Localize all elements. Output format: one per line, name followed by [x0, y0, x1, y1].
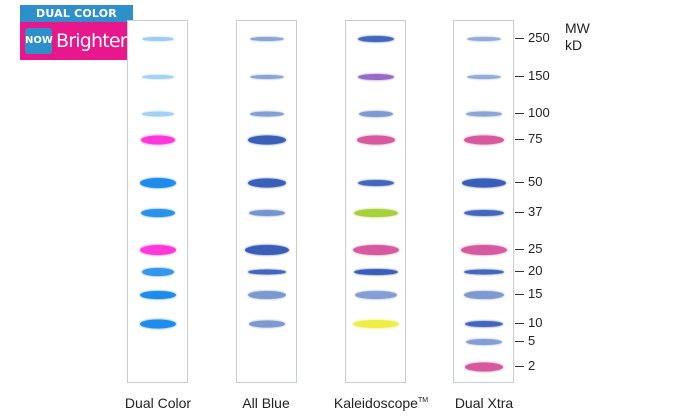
- mw-tick: [515, 249, 524, 250]
- lane-label-text: All Blue: [242, 395, 290, 411]
- mw-tick: [515, 323, 524, 324]
- badge-bottom: NOW Brighter: [20, 22, 133, 60]
- mw-tick: [515, 366, 524, 367]
- lane-2: [236, 20, 297, 383]
- mw-tick: [515, 271, 524, 272]
- lane-3: [345, 20, 406, 383]
- lane-label-text: Dual Xtra: [454, 395, 514, 411]
- mw-label-250: 250: [528, 30, 550, 45]
- band-5kd: [465, 339, 502, 345]
- mw-label-37: 37: [528, 204, 543, 219]
- mw-tick: [515, 341, 524, 342]
- band-37kd: [140, 209, 175, 217]
- mw-title-line2: kD: [565, 37, 583, 53]
- mw-label-10: 10: [528, 315, 543, 330]
- mw-tick: [515, 113, 524, 114]
- band-15kd: [354, 291, 397, 299]
- band-75kd: [356, 135, 395, 145]
- band-50kd: [139, 178, 176, 188]
- mw-axis-title: MW kD: [565, 20, 590, 54]
- band-20kd: [353, 269, 398, 275]
- band-250kd: [141, 37, 174, 41]
- mw-tick: [515, 38, 524, 39]
- mw-label-5: 5: [528, 333, 536, 348]
- band-100kd: [249, 111, 284, 117]
- band-10kd: [464, 321, 503, 327]
- lane-1: [127, 20, 188, 383]
- mw-label-25: 25: [528, 241, 543, 256]
- mw-label-2: 2: [528, 358, 536, 373]
- band-250kd: [357, 36, 394, 42]
- mw-label-50: 50: [528, 174, 543, 189]
- band-20kd: [463, 269, 504, 275]
- band-37kd: [248, 210, 285, 216]
- band-25kd: [139, 245, 176, 255]
- band-100kd: [141, 111, 174, 117]
- band-2kd: [464, 362, 503, 372]
- band-250kd: [466, 37, 501, 41]
- mw-label-15: 15: [528, 286, 543, 301]
- band-150kd: [357, 74, 394, 80]
- band-25kd: [244, 245, 289, 255]
- band-10kd: [248, 320, 285, 328]
- band-75kd: [247, 135, 286, 145]
- band-25kd: [460, 245, 507, 255]
- badge-brighter-label: Brighter: [56, 30, 128, 52]
- band-10kd: [352, 320, 399, 328]
- mw-label-20: 20: [528, 263, 543, 278]
- band-37kd: [463, 210, 504, 216]
- band-37kd: [353, 209, 398, 217]
- trademark-mark: TM: [417, 397, 429, 404]
- badge-top-text: DUAL COLOR: [20, 5, 133, 22]
- lane-label-4: Dual Xtra: [424, 395, 544, 411]
- dual-color-brighter-badge: DUAL COLOR NOW Brighter: [20, 5, 133, 60]
- band-100kd: [358, 111, 393, 117]
- mw-label-75: 75: [528, 131, 543, 146]
- mw-tick: [515, 139, 524, 140]
- band-15kd: [139, 291, 176, 299]
- band-150kd: [141, 75, 174, 79]
- band-50kd: [461, 178, 506, 188]
- band-10kd: [139, 319, 176, 329]
- mw-title-line1: MW: [565, 20, 590, 36]
- band-20kd: [141, 268, 174, 276]
- lane-label-1: Dual Color: [98, 395, 218, 411]
- band-50kd: [357, 180, 394, 186]
- band-20kd: [247, 269, 286, 275]
- band-50kd: [247, 178, 286, 188]
- band-150kd: [249, 75, 284, 79]
- lane-label-2: All Blue: [206, 395, 326, 411]
- band-25kd: [352, 245, 399, 255]
- mw-tick: [515, 294, 524, 295]
- band-75kd: [463, 135, 504, 145]
- badge-now-label: NOW: [25, 28, 53, 54]
- lane-4: [453, 20, 514, 383]
- lane-label-text: Dual Color: [124, 395, 192, 411]
- band-100kd: [465, 111, 502, 117]
- band-75kd: [140, 135, 175, 145]
- mw-tick: [515, 212, 524, 213]
- mw-label-100: 100: [528, 105, 550, 120]
- mw-tick: [515, 182, 524, 183]
- lane-label-3: KaleidoscopeTM: [321, 395, 441, 411]
- band-15kd: [463, 291, 504, 299]
- band-150kd: [466, 75, 501, 79]
- band-250kd: [249, 37, 284, 41]
- lane-label-text: Kaleidoscope: [333, 395, 418, 411]
- band-15kd: [247, 291, 286, 299]
- mw-tick: [515, 76, 524, 77]
- mw-label-150: 150: [528, 68, 550, 83]
